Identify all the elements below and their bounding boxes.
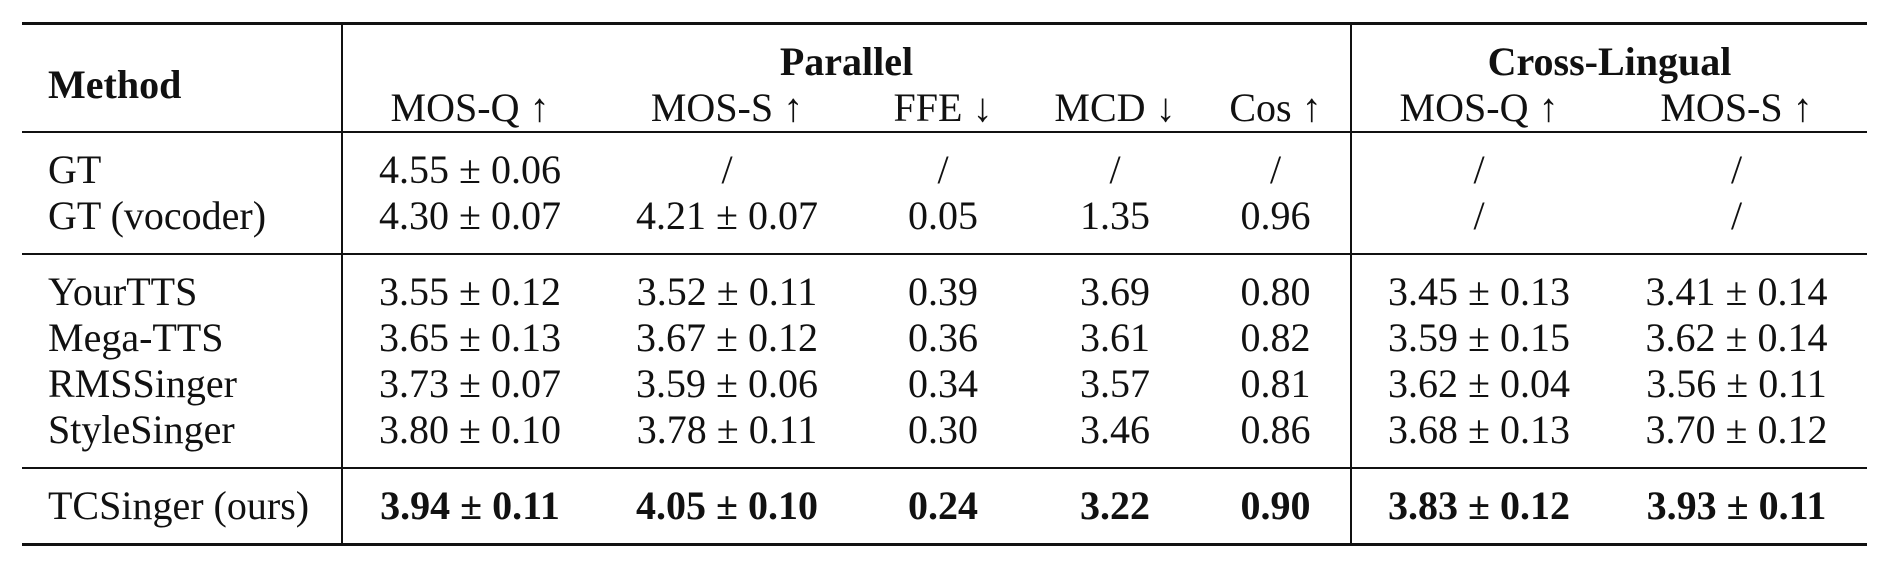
results-table-container: Method Parallel Cross-Lingual MOS-Q ↑ MO… xyxy=(22,22,1867,547)
cell-cos: 0.96 xyxy=(1240,193,1311,238)
cell-mos-q: 4.55 ± 0.06 xyxy=(341,147,597,193)
top-rule xyxy=(22,22,1867,39)
cell-ffe: 0.34 xyxy=(908,361,978,406)
table-row: Mega-TTS 3.65 ± 0.13 3.67 ± 0.12 0.36 3.61 0.… xyxy=(22,315,1867,361)
row-method: TCSinger (ours) xyxy=(48,483,310,528)
cell-mcd: 3.57 xyxy=(1080,361,1150,406)
cell-cos: 0.81 xyxy=(1240,361,1311,406)
cell-cl-mos-q: 3.62 ± 0.04 xyxy=(1350,361,1606,407)
header-col-mos-q: MOS-Q ↑ xyxy=(341,85,597,132)
cell-mos-q: 3.80 ± 0.10 xyxy=(341,407,597,453)
cell-mos-q: 3.55 ± 0.12 xyxy=(341,269,597,315)
section-gap xyxy=(22,239,1867,254)
cell-cl-mos-s: / xyxy=(1730,147,1743,192)
header-group-parallel: Parallel xyxy=(341,39,1351,85)
cell-mos-s: 4.21 ± 0.07 xyxy=(636,193,818,238)
cell-ffe: 0.24 xyxy=(908,483,978,528)
header-col-cl-mos-s: MOS-S ↑ xyxy=(1660,85,1813,130)
table-row: GT (vocoder) 4.30 ± 0.07 4.21 ± 0.07 0.05 1.… xyxy=(22,193,1867,239)
cell-mcd: 3.61 xyxy=(1080,315,1150,360)
cell-cos: 0.82 xyxy=(1240,315,1311,360)
section-gap xyxy=(22,453,1867,468)
header-column-row: MOS-Q ↑ MOS-S ↑ FFE ↓ MCD ↓ Cos ↑ MOS-Q … xyxy=(22,85,1867,132)
cell-ffe: 0.36 xyxy=(908,315,978,360)
header-col-mcd: MCD ↓ xyxy=(1054,85,1176,130)
cell-mos-q: 4.30 ± 0.07 xyxy=(341,193,597,239)
cell-mos-s: 3.52 ± 0.11 xyxy=(636,269,818,314)
cell-mos-s: 3.59 ± 0.06 xyxy=(636,361,818,406)
cell-cl-mos-s: 3.41 ± 0.14 xyxy=(1645,269,1828,314)
table-row: YourTTS 3.55 ± 0.12 3.52 ± 0.11 0.39 3.69 0.8… xyxy=(22,269,1867,315)
cell-mos-s: 3.78 ± 0.11 xyxy=(636,407,818,452)
section-gap xyxy=(22,529,1867,545)
header-col-mos-s: MOS-S ↑ xyxy=(650,85,804,130)
cell-mos-q: 3.65 ± 0.13 xyxy=(341,315,597,361)
cell-mcd: 3.69 xyxy=(1080,269,1150,314)
cell-cl-mos-q: 3.59 ± 0.15 xyxy=(1350,315,1606,361)
row-method: RMSSinger xyxy=(48,361,237,406)
header-col-cl-mos-q: MOS-Q ↑ xyxy=(1350,85,1606,132)
row-method: Mega-TTS xyxy=(48,315,224,360)
table-row: TCSinger (ours) 3.94 ± 0.11 4.05 ± 0.10 0.2… xyxy=(22,483,1867,529)
cell-mcd: 3.46 xyxy=(1080,407,1150,452)
cell-ffe: 0.39 xyxy=(908,269,978,314)
cell-cos: 0.86 xyxy=(1240,407,1311,452)
cell-cos: 0.90 xyxy=(1240,483,1311,528)
table-row: GT 4.55 ± 0.06 / / / / / / xyxy=(22,147,1867,193)
cell-mos-q: 3.73 ± 0.07 xyxy=(341,361,597,407)
cell-mos-s: 3.67 ± 0.12 xyxy=(636,315,818,360)
cell-cl-mos-q: 3.68 ± 0.13 xyxy=(1350,407,1606,453)
header-col-cos: Cos ↑ xyxy=(1229,85,1322,130)
cell-mcd: 3.22 xyxy=(1080,483,1150,528)
section-gap xyxy=(22,255,1867,269)
results-table: Method Parallel Cross-Lingual MOS-Q ↑ MO… xyxy=(22,22,1867,547)
cell-cl-mos-q: / xyxy=(1350,147,1606,193)
row-method: GT (vocoder) xyxy=(48,193,267,238)
cell-cl-mos-s: 3.62 ± 0.14 xyxy=(1645,315,1828,360)
bottom-rule xyxy=(22,543,1867,547)
cell-ffe: / xyxy=(937,147,949,192)
cell-ffe: 0.30 xyxy=(908,407,978,452)
cell-mcd: / xyxy=(1109,147,1121,192)
cell-cl-mos-q: / xyxy=(1350,193,1606,239)
section-gap xyxy=(22,469,1867,483)
row-method: YourTTS xyxy=(48,269,198,314)
row-method: GT xyxy=(48,147,102,192)
cell-mos-s: 4.05 ± 0.10 xyxy=(636,483,818,528)
cell-mos-s: / xyxy=(721,147,733,192)
table-row: RMSSinger 3.73 ± 0.07 3.59 ± 0.06 0.34 3.57 0… xyxy=(22,361,1867,407)
table-body: GT 4.55 ± 0.06// / / / / GT (vocoder) 4.30 ± 0.… xyxy=(22,131,1867,547)
cell-cl-mos-s: 3.56 ± 0.11 xyxy=(1646,361,1827,406)
header-col-ffe: FFE ↓ xyxy=(893,85,993,130)
header-group-row: Method Parallel Cross-Lingual xyxy=(22,39,1867,107)
cell-cl-mos-s: / xyxy=(1730,193,1743,238)
cell-mcd: 1.35 xyxy=(1080,193,1150,238)
cell-cl-mos-q: 3.83 ± 0.12 xyxy=(1350,483,1606,529)
cell-cos: / xyxy=(1269,147,1282,192)
cell-ffe: 0.05 xyxy=(908,193,978,238)
header-group-cross-lingual: Cross-Lingual xyxy=(1350,39,1867,85)
section-gap xyxy=(22,133,1867,147)
header-method: Method xyxy=(48,62,182,107)
cell-mos-q: 3.94 ± 0.11 xyxy=(341,483,597,529)
cell-cos: 0.80 xyxy=(1240,269,1311,314)
table-header: Method Parallel Cross-Lingual MOS-Q ↑ MO… xyxy=(22,22,1867,132)
cell-cl-mos-q: 3.45 ± 0.13 xyxy=(1350,269,1606,315)
table-row: StyleSinger 3.80 ± 0.10 3.78 ± 0.11 0.30 3.4… xyxy=(22,407,1867,453)
cell-cl-mos-s: 3.93 ± 0.11 xyxy=(1646,483,1827,528)
cell-cl-mos-s: 3.70 ± 0.12 xyxy=(1645,407,1828,452)
row-method: StyleSinger xyxy=(48,407,235,452)
